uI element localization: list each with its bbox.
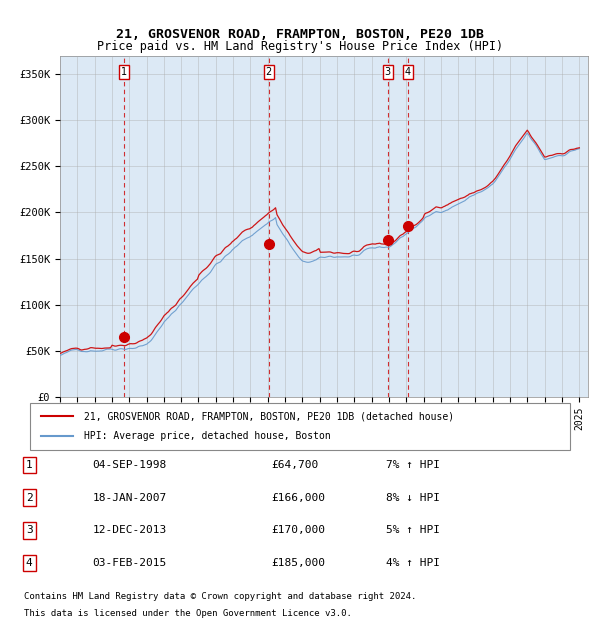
- Text: 18-JAN-2007: 18-JAN-2007: [92, 493, 167, 503]
- Text: £166,000: £166,000: [271, 493, 325, 503]
- Text: 1: 1: [121, 68, 127, 78]
- Text: 4: 4: [404, 68, 410, 78]
- Text: Price paid vs. HM Land Registry's House Price Index (HPI): Price paid vs. HM Land Registry's House …: [97, 40, 503, 53]
- Text: 2: 2: [26, 493, 32, 503]
- FancyBboxPatch shape: [30, 403, 570, 450]
- Text: 3: 3: [26, 525, 32, 535]
- Text: HPI: Average price, detached house, Boston: HPI: Average price, detached house, Bost…: [84, 432, 331, 441]
- Text: 7% ↑ HPI: 7% ↑ HPI: [386, 460, 440, 470]
- Text: £170,000: £170,000: [271, 525, 325, 535]
- Text: 04-SEP-1998: 04-SEP-1998: [92, 460, 167, 470]
- Text: Contains HM Land Registry data © Crown copyright and database right 2024.: Contains HM Land Registry data © Crown c…: [23, 591, 416, 601]
- Text: 12-DEC-2013: 12-DEC-2013: [92, 525, 167, 535]
- Text: 2: 2: [265, 68, 272, 78]
- Text: 21, GROSVENOR ROAD, FRAMPTON, BOSTON, PE20 1DB (detached house): 21, GROSVENOR ROAD, FRAMPTON, BOSTON, PE…: [84, 411, 454, 421]
- Text: 1: 1: [26, 460, 32, 470]
- Text: £64,700: £64,700: [271, 460, 319, 470]
- Text: £185,000: £185,000: [271, 558, 325, 568]
- Text: 4% ↑ HPI: 4% ↑ HPI: [386, 558, 440, 568]
- Text: 3: 3: [385, 68, 391, 78]
- Text: 4: 4: [26, 558, 32, 568]
- Text: 03-FEB-2015: 03-FEB-2015: [92, 558, 167, 568]
- Text: 5% ↑ HPI: 5% ↑ HPI: [386, 525, 440, 535]
- Text: 21, GROSVENOR ROAD, FRAMPTON, BOSTON, PE20 1DB: 21, GROSVENOR ROAD, FRAMPTON, BOSTON, PE…: [116, 28, 484, 41]
- Text: This data is licensed under the Open Government Licence v3.0.: This data is licensed under the Open Gov…: [23, 609, 352, 618]
- Text: 8% ↓ HPI: 8% ↓ HPI: [386, 493, 440, 503]
